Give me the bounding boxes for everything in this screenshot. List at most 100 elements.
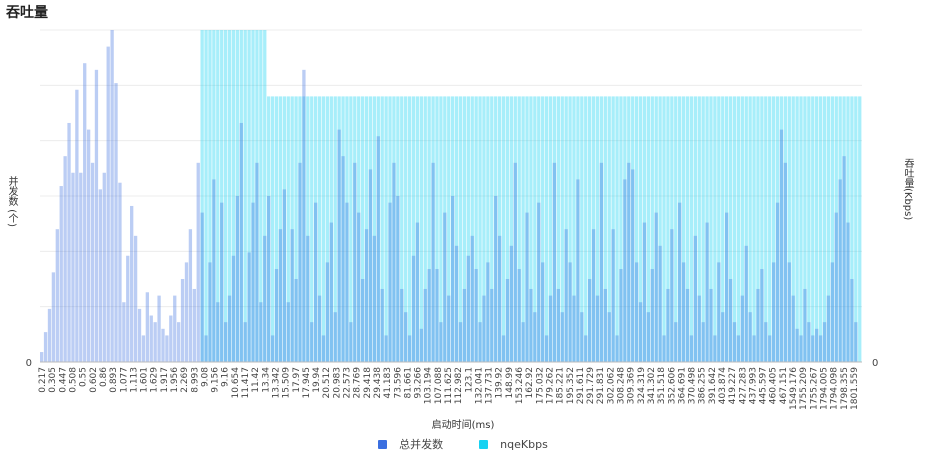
- concurrency-bar: [803, 288, 807, 362]
- right-axis-label: 吞吐量(Kbps): [902, 158, 913, 221]
- concurrency-bar: [216, 302, 220, 362]
- right-axis-tick-label: 0: [872, 358, 878, 369]
- concurrency-bar: [384, 335, 388, 362]
- legend-item-concurrency[interactable]: 总并发数: [378, 436, 443, 452]
- x-tick-label: 0.602: [89, 367, 99, 393]
- throughput-bar: [345, 96, 349, 363]
- concurrency-bar: [145, 292, 149, 362]
- concurrency-bar: [86, 129, 91, 362]
- concurrency-bar: [740, 295, 744, 362]
- concurrency-bar: [842, 156, 846, 362]
- concurrency-bar: [525, 212, 529, 362]
- throughput-bar: [818, 96, 823, 363]
- concurrency-bar: [259, 302, 263, 362]
- throughput-bar: [701, 96, 705, 363]
- concurrency-bar: [830, 262, 834, 362]
- throughput-bar: [443, 96, 447, 363]
- concurrency-bar: [286, 302, 290, 362]
- x-tick-label: 460.405: [769, 367, 779, 404]
- concurrency-bar: [310, 322, 314, 362]
- concurrency-bar: [474, 269, 478, 362]
- throughput-bar: [787, 96, 791, 363]
- throughput-bar: [282, 96, 286, 363]
- concurrency-bar: [71, 172, 75, 362]
- x-tick-label: 137.731: [485, 367, 495, 404]
- concurrency-bar: [388, 202, 392, 362]
- throughput-bar: [580, 96, 584, 363]
- x-tick-label: 28.769: [353, 367, 363, 399]
- concurrency-bar: [118, 182, 122, 362]
- chart-legend: 总并发数 nqeKbps: [0, 436, 926, 452]
- x-tick-label: 419.227: [728, 367, 738, 404]
- concurrency-bar: [298, 162, 302, 362]
- concurrency-bar: [173, 295, 177, 362]
- throughput-bar: [267, 96, 271, 363]
- concurrency-bar: [811, 335, 815, 362]
- concurrency-bar: [396, 196, 400, 362]
- throughput-bar: [517, 96, 521, 363]
- concurrency-bar: [196, 162, 200, 362]
- throughput-bar: [834, 96, 838, 363]
- throughput-bar: [670, 96, 674, 363]
- legend-swatch-concurrency: [378, 439, 388, 449]
- throughput-bar: [556, 96, 560, 363]
- legend-item-nqekbps[interactable]: nqeKbps: [479, 436, 548, 452]
- concurrency-bar: [184, 262, 189, 362]
- throughput-bar: [435, 96, 439, 363]
- throughput-bar: [791, 96, 795, 363]
- concurrency-bar: [439, 322, 443, 362]
- concurrency-bar: [815, 328, 819, 362]
- x-tick-label: 10.654: [231, 367, 241, 399]
- throughput-bar: [388, 96, 392, 363]
- x-tick-label: 175.032: [535, 367, 545, 404]
- concurrency-bar: [513, 162, 517, 362]
- x-tick-label: 93.266: [414, 367, 424, 399]
- concurrency-bar: [572, 295, 576, 362]
- x-tick-label: 19.94: [312, 367, 322, 393]
- x-tick-label: 29.438: [373, 367, 383, 399]
- concurrency-bar: [345, 202, 349, 362]
- x-tick-label: 132.041: [474, 367, 484, 404]
- x-tick-label: 0.508: [69, 367, 79, 393]
- x-tick-label: 1801.559: [850, 367, 860, 410]
- throughput-bar: [654, 96, 658, 363]
- throughput-bar: [689, 96, 694, 363]
- concurrency-bar: [541, 262, 545, 362]
- x-tick-label: 0.305: [48, 367, 58, 393]
- throughput-bar: [216, 30, 220, 362]
- throughput-bar: [732, 96, 737, 363]
- concurrency-bar: [435, 269, 439, 362]
- throughput-bar: [208, 30, 212, 362]
- x-tick-label: 103.194: [424, 367, 434, 404]
- concurrency-bar: [822, 322, 827, 362]
- concurrency-bar: [110, 30, 114, 362]
- throughput-bar: [854, 96, 858, 363]
- concurrency-bar: [560, 312, 564, 362]
- concurrency-bar: [658, 245, 662, 362]
- concurrency-bar: [263, 235, 267, 362]
- throughput-bar: [541, 96, 545, 363]
- throughput-bar: [290, 96, 294, 363]
- concurrency-bar: [447, 295, 451, 362]
- concurrency-bar: [180, 279, 185, 362]
- throughput-bar: [329, 96, 333, 363]
- throughput-bar: [850, 96, 854, 363]
- concurrency-bar: [415, 222, 420, 362]
- throughput-bar: [646, 96, 651, 363]
- concurrency-bar: [404, 312, 408, 362]
- concurrency-bar: [517, 269, 521, 362]
- throughput-bar: [360, 96, 365, 363]
- throughput-bar: [678, 96, 682, 363]
- x-tick-label: 9.156: [211, 367, 221, 393]
- throughput-bar: [259, 30, 263, 362]
- throughput-bar: [521, 96, 525, 363]
- concurrency-bar: [255, 162, 259, 362]
- throughput-bar: [572, 96, 576, 363]
- throughput-bar: [400, 96, 404, 363]
- x-tick-label: 2.269: [180, 367, 190, 393]
- concurrency-bar: [392, 162, 396, 362]
- x-tick-label: 308.248: [617, 367, 627, 404]
- throughput-bar: [681, 96, 686, 363]
- concurrency-bar: [83, 63, 87, 362]
